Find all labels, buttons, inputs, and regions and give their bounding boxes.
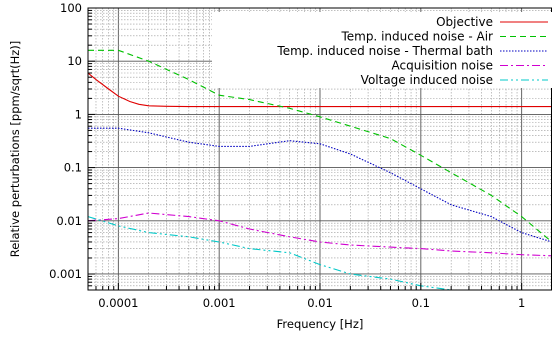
series-line-3	[88, 212, 552, 257]
legend-label: Acquisition noise	[392, 59, 493, 73]
y-tick-label: 0.01	[56, 214, 82, 228]
y-tick-label: 1	[75, 107, 82, 121]
series-line-0	[88, 72, 552, 108]
y-tick-label: 100	[60, 1, 82, 15]
legend-box	[212, 12, 552, 88]
y-tick-label: 0.1	[64, 161, 82, 175]
x-tick-label: 0.0001	[98, 296, 138, 310]
x-tick-label: 0.001	[203, 296, 236, 310]
legend-label: Temp. induced noise - Air	[340, 30, 493, 44]
x-tick-label: 0.1	[412, 296, 430, 310]
series-layer	[88, 49, 552, 290]
legend-label: Objective	[436, 15, 493, 29]
y-tick-label: 10	[67, 54, 82, 68]
series-line-1	[88, 49, 552, 243]
legend-label: Temp. induced noise - Thermal bath	[276, 44, 493, 58]
axis-ticks: 0.0001 0.001 0.01 0.1 1 0.001 0.01 0.1 1 10 100	[49, 1, 552, 310]
series-line-4	[88, 216, 452, 290]
x-axis-title: Frequency [Hz]	[277, 317, 364, 331]
y-axis-title: Relative perturbations [ppm/sqrt(Hz)]	[8, 41, 22, 258]
x-tick-label: 1	[518, 296, 525, 310]
x-tick-label: 0.01	[307, 296, 333, 310]
series-line-2	[88, 127, 552, 243]
y-tick-label: 0.001	[49, 267, 82, 281]
legend-label: Voltage induced noise	[361, 73, 493, 87]
